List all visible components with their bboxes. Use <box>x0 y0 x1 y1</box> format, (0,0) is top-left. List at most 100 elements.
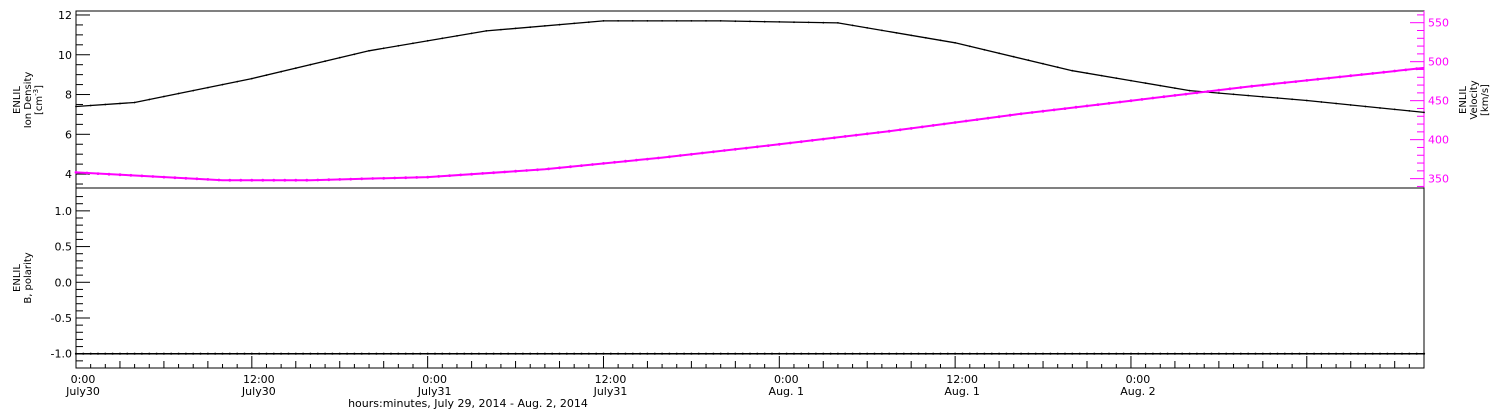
polarity-point <box>646 352 649 355</box>
density-point <box>1130 79 1132 82</box>
right-y-label-line: ENLIL <box>1458 86 1469 114</box>
velocity-point <box>536 168 539 172</box>
polarity-point <box>1093 352 1096 355</box>
polarity-point <box>661 352 664 355</box>
velocity-point <box>404 176 408 180</box>
velocity-point <box>701 151 704 155</box>
velocity-point <box>1228 87 1232 91</box>
velocity-point <box>744 146 748 150</box>
polarity-point <box>756 352 759 355</box>
bottom-tick-label: 1.0 <box>55 205 73 218</box>
polarity-point <box>1107 352 1111 355</box>
density-point <box>573 22 576 25</box>
polarity-point <box>155 352 158 355</box>
density-point <box>1291 98 1293 101</box>
polarity-point <box>309 352 312 355</box>
x-tick-label-date: July30 <box>241 385 276 398</box>
polarity-point <box>668 352 671 355</box>
density-point <box>1115 77 1118 79</box>
polarity-point <box>258 352 261 355</box>
polarity-point <box>236 352 239 355</box>
polarity-point <box>1371 352 1374 355</box>
polarity-point <box>1071 352 1074 355</box>
polarity-point <box>111 352 114 355</box>
density-point <box>163 95 165 98</box>
density-point <box>705 20 707 22</box>
velocity-point <box>755 145 759 149</box>
density-point <box>1027 59 1030 62</box>
density-point <box>1276 97 1279 99</box>
velocity-point <box>1382 70 1386 74</box>
polarity-point <box>375 352 378 355</box>
polarity-point <box>1335 352 1338 355</box>
polarity-point <box>1005 352 1008 355</box>
velocity-point <box>986 116 990 120</box>
polarity-point <box>433 352 437 355</box>
polarity-point <box>1313 352 1316 355</box>
velocity-point <box>1371 72 1375 75</box>
polarity-point <box>1364 352 1367 355</box>
polarity-point <box>770 352 774 355</box>
polarity-point <box>998 352 1001 355</box>
velocity-point <box>107 172 111 176</box>
velocity-point <box>788 141 792 145</box>
velocity-point <box>723 149 726 152</box>
density-point <box>1364 105 1367 108</box>
polarity-point <box>1422 352 1426 355</box>
polarity-point <box>184 352 187 355</box>
left-tick-label: 8 <box>65 89 72 102</box>
density-point <box>412 42 414 45</box>
x-tick-label-date: July31 <box>417 385 452 398</box>
polarity-point <box>822 352 825 355</box>
density-point <box>119 102 121 105</box>
density-point <box>294 67 297 70</box>
density-point <box>1335 102 1337 105</box>
density-point <box>1305 99 1308 102</box>
velocity-point <box>129 173 133 177</box>
polarity-point <box>763 352 766 355</box>
velocity-point <box>217 178 221 182</box>
polarity-point <box>1100 352 1103 355</box>
density-point <box>133 101 136 104</box>
density-point <box>837 22 839 24</box>
polarity-point <box>272 352 275 355</box>
polarity-point <box>580 352 583 355</box>
velocity-point <box>975 118 979 121</box>
x-tick-label-date: Aug. 2 <box>1120 385 1155 398</box>
polarity-point <box>961 352 964 355</box>
polarity-point <box>814 352 818 355</box>
polarity-point <box>170 352 173 355</box>
polarity-point <box>1327 352 1330 355</box>
left-y-label-unit-exp: -3 <box>32 89 40 96</box>
density-point <box>1100 74 1103 77</box>
velocity-point <box>470 172 473 176</box>
density-point <box>1408 110 1411 112</box>
polarity-point <box>353 352 356 355</box>
polarity-point <box>1247 352 1250 355</box>
polarity-point <box>302 352 305 355</box>
polarity-point <box>902 352 905 355</box>
polarity-point <box>1291 352 1294 355</box>
velocity-point <box>1327 76 1331 80</box>
density-point <box>646 20 649 22</box>
velocity-point <box>1085 104 1089 108</box>
polarity-point <box>397 352 400 355</box>
velocity-point <box>118 173 122 177</box>
velocity-point <box>1107 101 1111 105</box>
density-point <box>456 35 458 37</box>
polarity-point <box>1159 352 1162 355</box>
polarity-point <box>683 352 686 355</box>
polarity-point <box>1261 352 1264 355</box>
left-y-axis-label: ENLILIon Density[cm-3] <box>12 72 45 129</box>
density-point <box>1174 87 1176 89</box>
polarity-point <box>1020 352 1023 355</box>
polarity-point <box>1085 352 1089 355</box>
velocity-point <box>1250 84 1254 88</box>
polarity-point <box>1027 352 1030 355</box>
velocity-point <box>272 178 276 182</box>
polarity-point <box>82 352 85 355</box>
velocity-point <box>843 135 847 138</box>
